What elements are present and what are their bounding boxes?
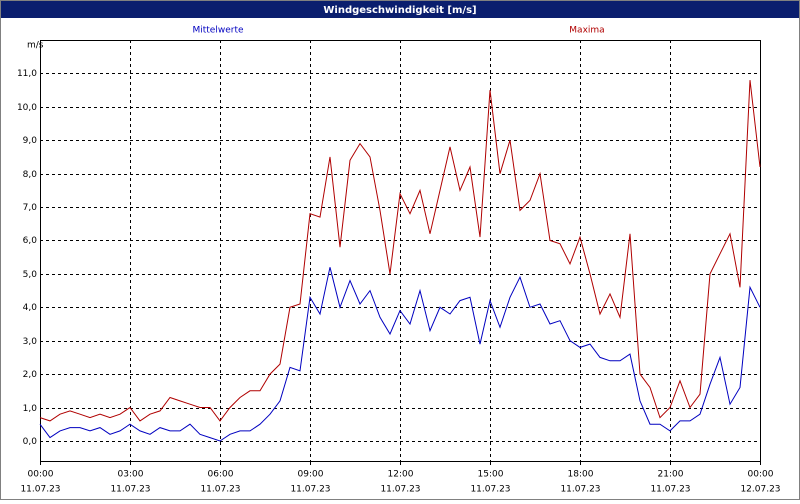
y-tick-label: 7,0	[23, 203, 38, 213]
x-tick-date: 11.07.23	[650, 485, 690, 495]
x-tick-label: 15:00	[478, 470, 504, 480]
plot-border	[40, 40, 761, 462]
y-tick-label: 3,0	[23, 337, 38, 347]
y-tick-label: 0,0	[23, 437, 38, 447]
x-tick-label: 03:00	[118, 470, 144, 480]
x-tick-label: 06:00	[208, 470, 234, 480]
x-tick-date: 11.07.23	[110, 485, 150, 495]
x-tick-label: 00:00	[28, 470, 54, 480]
y-tick-label: 5,0	[23, 270, 38, 280]
y-tick-label: 10,0	[17, 103, 37, 113]
x-tick-date: 11.07.23	[200, 485, 240, 495]
y-tick-label: 8,0	[23, 170, 38, 180]
legend-label: Mittelwerte	[192, 26, 243, 36]
legend-label: Maxima	[569, 26, 604, 36]
data-line	[39, 267, 761, 442]
x-tick-label: 12:00	[388, 470, 414, 480]
y-tick-label: 6,0	[23, 236, 38, 246]
x-tick-label: 21:00	[658, 470, 684, 480]
x-tick-date: 11.07.23	[290, 485, 330, 495]
x-tick-date: 12.07.23	[740, 485, 780, 495]
x-tick-date: 11.07.23	[470, 485, 510, 495]
y-tick-label: 9,0	[23, 136, 38, 146]
x-tick-date: 11.07.23	[20, 485, 60, 495]
title-bar	[1, 1, 799, 18]
chart-title: Windgeschwindigkeit [m/s]	[323, 5, 476, 16]
x-tick-label: 18:00	[568, 470, 594, 480]
y-tick-label: 1,0	[23, 404, 38, 414]
x-tick-date: 11.07.23	[560, 485, 600, 495]
y-tick-label: 2,0	[23, 370, 38, 380]
y-tick-label: 4,0	[23, 303, 38, 313]
y-axis-label: m/s	[27, 41, 44, 51]
data-line	[39, 80, 761, 422]
y-tick-label: 11,0	[17, 69, 37, 79]
x-tick-label: 00:00	[748, 470, 774, 480]
x-tick-label: 09:00	[298, 470, 324, 480]
x-tick-date: 11.07.23	[380, 485, 420, 495]
